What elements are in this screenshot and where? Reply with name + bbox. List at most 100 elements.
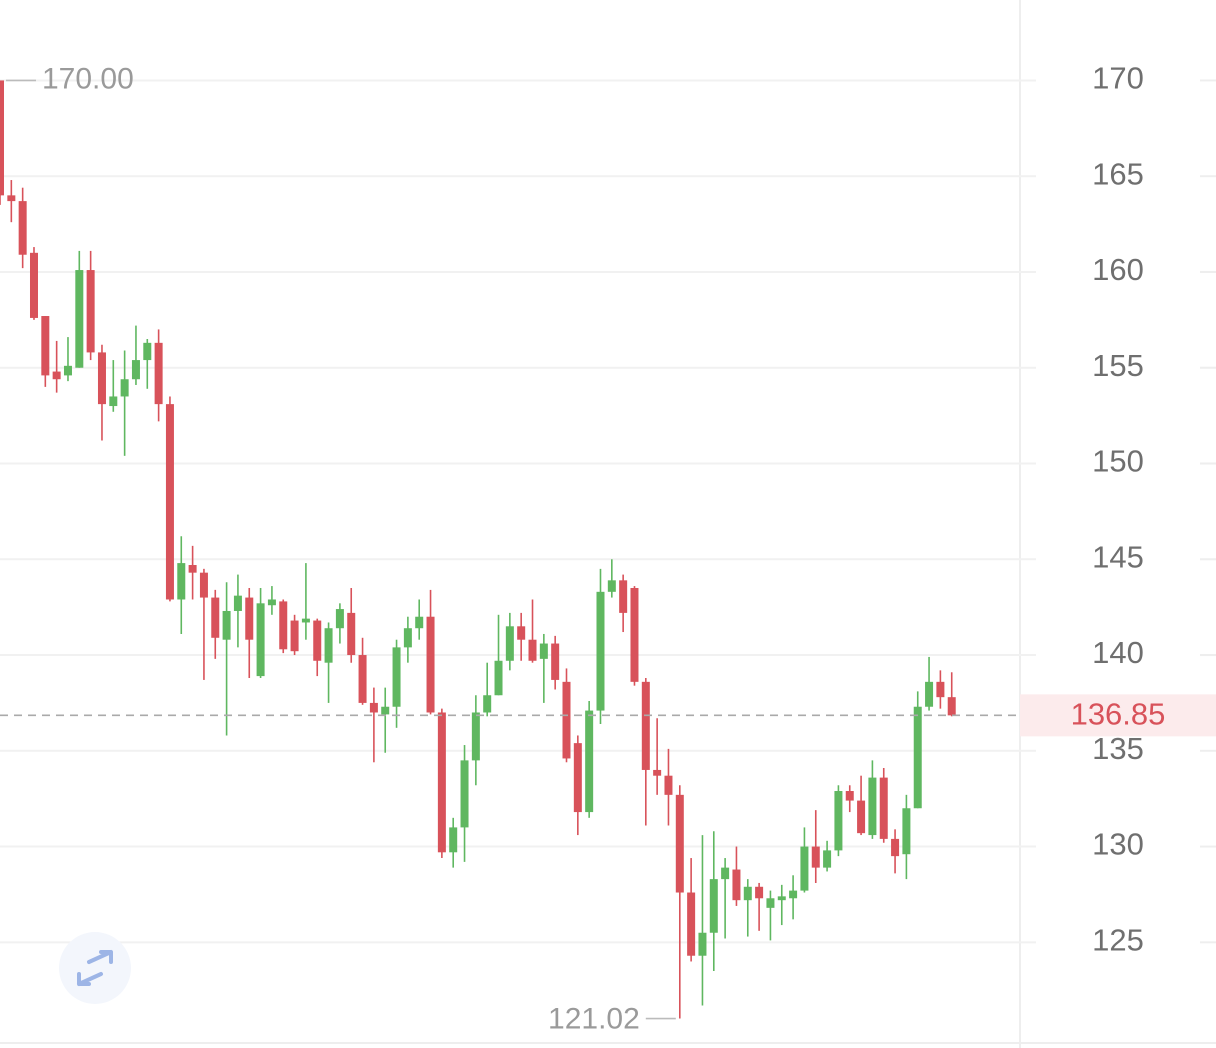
candle-body	[732, 869, 741, 901]
candle-body	[777, 896, 786, 901]
candle-body	[766, 898, 775, 908]
candle-body	[211, 597, 220, 638]
candle-body	[415, 616, 424, 629]
candle-body	[721, 867, 730, 880]
y-tick-label: 150	[1092, 444, 1144, 479]
candle-body	[222, 610, 231, 640]
candle-body	[0, 80, 4, 196]
expand-icon	[77, 950, 113, 986]
candle-body	[75, 270, 84, 368]
candle-body	[256, 603, 265, 677]
y-tick-label: 125	[1092, 923, 1144, 958]
candle-body	[857, 800, 866, 834]
candle-body	[301, 618, 310, 623]
candle-body	[913, 706, 922, 809]
overlay: 136.85 170.00 121.02	[0, 62, 1216, 1035]
candle-body	[165, 404, 174, 600]
y-tick-label: 160	[1092, 252, 1144, 287]
candle-body	[596, 591, 605, 711]
candle-body	[743, 886, 752, 901]
candle-body	[52, 371, 61, 380]
candle-body	[607, 580, 616, 592]
candle-body	[641, 681, 650, 770]
candle-body	[199, 572, 208, 598]
candle-body	[925, 681, 934, 707]
candle-body	[619, 580, 628, 613]
candle-body	[653, 769, 662, 776]
candle-body	[86, 270, 95, 353]
candle-body	[494, 660, 503, 696]
last-price-label: 136.85	[1071, 697, 1166, 732]
candle-body	[233, 595, 242, 611]
candle-body	[800, 846, 809, 891]
candle-body	[460, 760, 469, 828]
y-tick-label: 135	[1092, 731, 1144, 766]
last-price-bg	[1020, 694, 1216, 737]
candle-body	[891, 838, 900, 857]
y-tick-label: 145	[1092, 539, 1144, 574]
candle-body	[709, 879, 718, 933]
candle-body	[505, 626, 514, 661]
candle-body	[267, 599, 276, 606]
candle-body	[630, 587, 639, 682]
candle-body	[188, 565, 197, 573]
candle-body	[426, 616, 435, 713]
candle-body	[664, 775, 673, 795]
candle-body	[698, 932, 707, 956]
candle-body	[347, 612, 356, 656]
candle-body	[18, 201, 27, 255]
candle-body	[539, 643, 548, 659]
candle-body	[63, 365, 72, 376]
candle-body	[936, 681, 945, 698]
candle-body	[755, 886, 764, 899]
candle-body	[29, 252, 38, 318]
candle-body	[449, 827, 458, 853]
candles	[0, 80, 956, 1019]
candle-body	[381, 706, 390, 715]
candle-body	[437, 712, 446, 853]
candle-body	[789, 890, 798, 899]
candle-body	[868, 777, 877, 836]
candle-body	[120, 379, 129, 397]
candle-body	[358, 655, 367, 703]
candle-body	[517, 626, 526, 640]
candle-body	[131, 360, 140, 380]
low-label: 121.02	[548, 1002, 640, 1035]
y-tick-label: 165	[1092, 156, 1144, 191]
candle-body	[471, 712, 480, 761]
y-tick-label: 170	[1092, 61, 1144, 96]
candle-body	[313, 620, 322, 661]
candle-body	[845, 791, 854, 801]
candle-body	[143, 342, 152, 361]
candle-body	[245, 597, 254, 640]
candle-body	[335, 609, 344, 629]
grid: 125 130 135 140 145 150 155 160 165 170	[0, 61, 1216, 958]
candle-body	[687, 892, 696, 956]
high-label: 170.00	[42, 62, 134, 95]
candle-body	[403, 628, 412, 648]
candle-body	[879, 777, 888, 839]
candle-body	[369, 702, 378, 713]
candle-body	[811, 846, 820, 868]
candle-body	[562, 681, 571, 759]
candle-body	[97, 352, 106, 405]
candle-body	[154, 342, 163, 405]
expand-button[interactable]	[59, 932, 131, 1004]
candle-body	[392, 647, 401, 707]
candle-body	[823, 850, 832, 868]
candle-body	[585, 710, 594, 813]
candle-body	[177, 563, 186, 600]
candle-body	[573, 743, 582, 813]
candle-body	[528, 639, 537, 661]
candle-body	[675, 794, 684, 893]
candle-body	[279, 601, 288, 650]
candle-body	[902, 808, 911, 855]
y-tick-label: 155	[1092, 348, 1144, 383]
candle-body	[109, 396, 118, 407]
candle-body	[947, 697, 956, 716]
candle-body	[551, 643, 560, 680]
candle-body	[324, 628, 333, 663]
candle-body	[41, 316, 50, 376]
